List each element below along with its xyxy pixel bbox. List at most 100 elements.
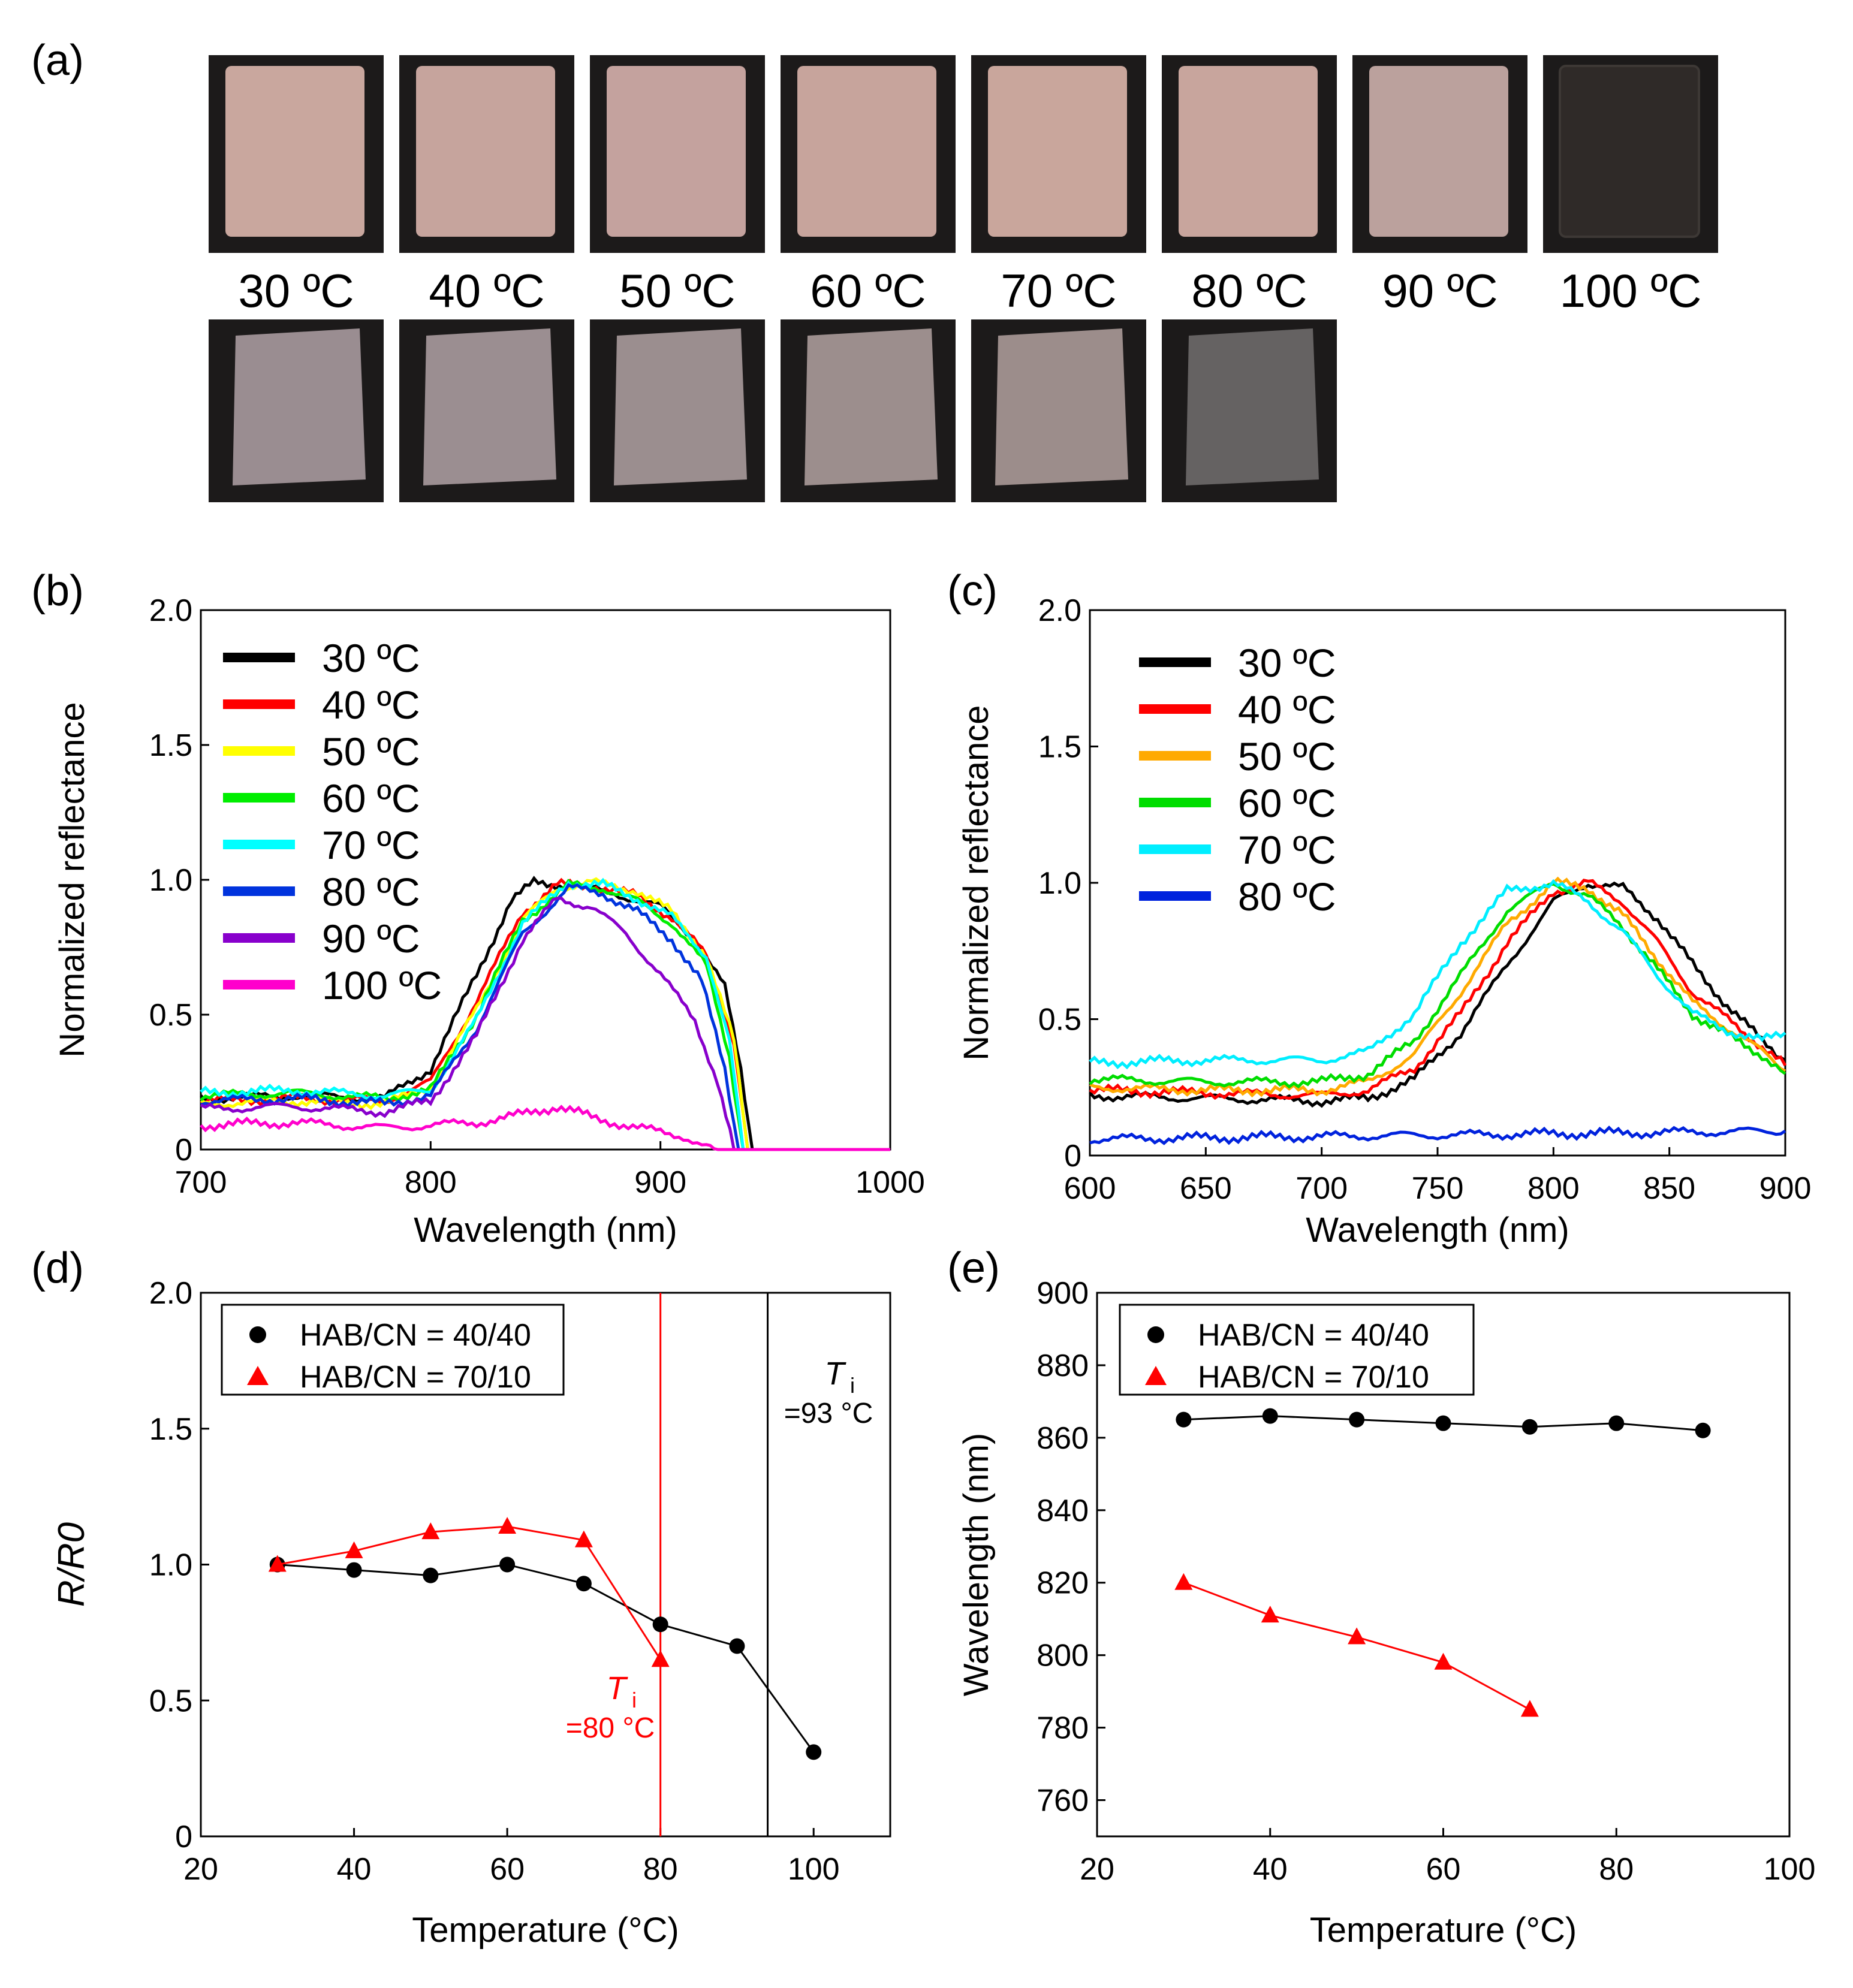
- data-point: [498, 1517, 517, 1534]
- sample-film-top-2: [607, 66, 746, 237]
- y-tick-label: 800: [1037, 1639, 1089, 1673]
- x-tick-label: 800: [405, 1165, 457, 1200]
- sample-film-top-5: [1179, 66, 1318, 237]
- y-tick-label: 2.0: [1038, 593, 1081, 628]
- data-point: [806, 1744, 822, 1760]
- ti-subscript-0: i: [632, 1688, 637, 1712]
- ti-value-1: =93 °C: [784, 1398, 873, 1429]
- sample-film-bottom-4: [995, 328, 1128, 485]
- data-point: [1608, 1415, 1625, 1431]
- legend-label-5: 80 ºC: [1238, 874, 1336, 919]
- x-tick-label: 60: [490, 1852, 525, 1887]
- legend-label-3: 60 ºC: [1238, 781, 1336, 825]
- y-tick-label: 0: [175, 1133, 192, 1168]
- x-tick-label: 650: [1180, 1171, 1232, 1206]
- legend-box: [221, 1304, 565, 1396]
- legend-label-0: 30 ºC: [322, 636, 420, 680]
- legend-label-0: HAB/CN = 40/40: [300, 1318, 531, 1353]
- photo-temp-label-2: 50 ºC: [619, 264, 735, 317]
- x-tick-label: 40: [337, 1852, 372, 1887]
- data-point: [576, 1576, 592, 1592]
- chart-c-reflectance-spectra: 600 650 700 750 800 850 900 0 0.5 1.0 1.5 2.0 30 ºC4…: [957, 593, 1811, 1250]
- legend-label-0: HAB/CN = 40/40: [1198, 1318, 1429, 1353]
- legend-label-4: 70 ºC: [322, 823, 420, 867]
- ti-symbol-0: T: [607, 1670, 629, 1706]
- panel-label-c: (c): [947, 567, 998, 615]
- y-tick-label: 0.5: [149, 1684, 192, 1718]
- data-point: [346, 1562, 362, 1578]
- y-tick-label: 1.5: [1038, 730, 1081, 765]
- data-point: [1520, 1700, 1539, 1717]
- y-tick-label: 820: [1037, 1566, 1089, 1601]
- series-line-1: [1089, 879, 1787, 1100]
- x-tick-label: 700: [1295, 1171, 1348, 1206]
- x-tick-label: 20: [1080, 1852, 1114, 1887]
- sample-film-bottom-3: [805, 328, 938, 485]
- legend-label-1: HAB/CN = 70/10: [300, 1360, 531, 1395]
- legend-label-6: 90 ºC: [322, 916, 420, 961]
- sample-film-top-1: [416, 66, 555, 237]
- legend-label-1: HAB/CN = 70/10: [1198, 1360, 1429, 1395]
- legend-label-2: 50 ºC: [322, 729, 420, 774]
- y-tick-label: 1.0: [149, 863, 192, 898]
- series-line-7: [200, 1105, 890, 1151]
- photo-temp-label-6: 90 ºC: [1382, 264, 1498, 317]
- x-tick-label: 900: [1759, 1171, 1812, 1206]
- sample-film-bottom-1: [423, 328, 556, 485]
- x-axis-title: Wavelength (nm): [414, 1211, 677, 1250]
- x-tick-label: 600: [1064, 1171, 1116, 1206]
- y-tick-label: 900: [1037, 1276, 1089, 1311]
- x-axis-title: Wavelength (nm): [1306, 1211, 1569, 1250]
- y-tick-label: 860: [1037, 1421, 1089, 1456]
- legend-label-1: 40 ºC: [322, 683, 420, 727]
- photo-temp-label-7: 100 ºC: [1560, 264, 1702, 317]
- legend-marker-1: [247, 1366, 269, 1385]
- x-tick-label: 100: [1764, 1852, 1816, 1887]
- x-axis-title: Temperature (°C): [412, 1911, 679, 1950]
- series-line-3: [1089, 882, 1786, 1089]
- y-axis-title: Wavelength (nm): [957, 1433, 996, 1696]
- photo-temp-label-0: 30 ºC: [238, 264, 354, 317]
- data-point: [423, 1567, 439, 1583]
- y-tick-label: 2.0: [149, 593, 192, 628]
- photo-temp-label-4: 70 ºC: [1001, 264, 1116, 317]
- sample-film-top-3: [797, 66, 936, 237]
- panel-label-a: (a): [31, 37, 84, 85]
- data-point: [268, 1555, 287, 1572]
- y-tick-label: 780: [1037, 1711, 1089, 1746]
- data-point: [651, 1650, 670, 1667]
- y-tick-label: 0: [175, 1820, 192, 1854]
- y-tick-label: 1.0: [1038, 866, 1081, 901]
- x-tick-label: 1000: [855, 1165, 925, 1200]
- x-tick-label: 850: [1643, 1171, 1695, 1206]
- x-tick-label: 80: [643, 1852, 678, 1887]
- sample-film-bottom-2: [614, 328, 747, 485]
- data-point: [1434, 1652, 1453, 1670]
- data-point: [1174, 1573, 1193, 1590]
- ti-subscript-1: i: [850, 1373, 855, 1398]
- legend-marker-0: [249, 1326, 266, 1343]
- legend-marker-0: [1147, 1326, 1164, 1343]
- y-tick-label: 1.5: [149, 1412, 192, 1447]
- legend-label-2: 50 ºC: [1238, 734, 1336, 779]
- y-tick-label: 0.5: [149, 998, 192, 1033]
- legend-label-1: 40 ºC: [1238, 687, 1336, 732]
- series-line-2: [1089, 876, 1786, 1098]
- panel-label-d: (d): [31, 1244, 84, 1292]
- data-point: [729, 1638, 745, 1654]
- ti-symbol-1: T: [825, 1356, 847, 1392]
- panel-label-b: (b): [31, 567, 84, 615]
- legend-marker-1: [1145, 1366, 1167, 1385]
- x-tick-label: 40: [1253, 1852, 1288, 1887]
- y-tick-label: 0.5: [1038, 1003, 1081, 1037]
- x-tick-label: 100: [788, 1852, 840, 1887]
- legend-label-3: 60 ºC: [322, 776, 420, 820]
- y-axis-title: R/R0: [51, 1522, 92, 1607]
- x-tick-label: 900: [634, 1165, 686, 1200]
- y-tick-label: 0: [1064, 1139, 1081, 1174]
- photo-temp-label-1: 40 ºC: [429, 264, 544, 317]
- x-tick-label: 800: [1527, 1171, 1580, 1206]
- data-point: [1176, 1411, 1192, 1428]
